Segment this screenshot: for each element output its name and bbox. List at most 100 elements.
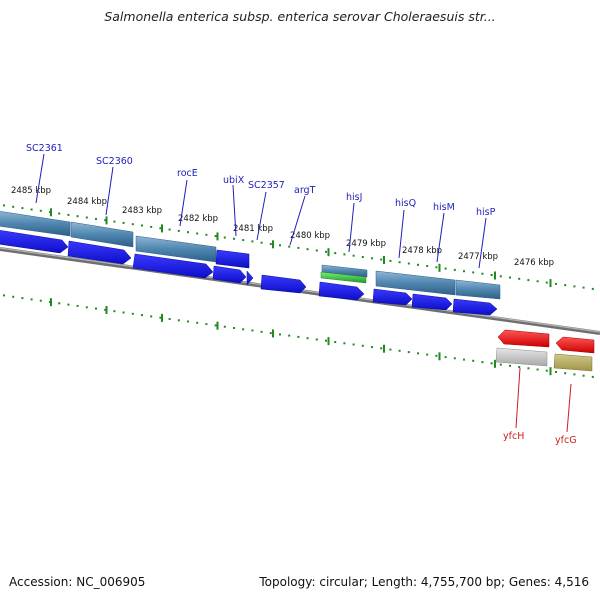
gene-label-rocE[interactable]: rocE <box>177 168 198 179</box>
outer-ruler-dot <box>279 244 281 247</box>
outer-ruler-dot <box>591 287 594 290</box>
inner-ruler-dot <box>104 308 107 311</box>
inner-ruler-dot <box>499 363 502 366</box>
feature-olive-yfcG[interactable] <box>553 353 593 372</box>
outer-ruler-dot <box>361 256 364 258</box>
inner-ruler-dot <box>334 341 337 343</box>
inner-ruler-tick <box>161 313 163 322</box>
outer-ruler-dot <box>518 277 521 280</box>
gene-leader-lines <box>35 153 572 433</box>
feature-steel-5[interactable] <box>455 279 501 300</box>
outer-ruler-tick <box>161 224 163 233</box>
inner-ruler-dot <box>242 328 245 331</box>
outer-ruler-dot <box>499 275 502 278</box>
inner-ruler-dot <box>30 298 33 301</box>
inner-ruler-dot <box>76 304 79 307</box>
inner-ruler-dot <box>251 329 254 332</box>
inner-ruler-dot <box>205 323 208 326</box>
scale-label: 2484 kbp <box>67 197 107 207</box>
gene-arrow-SC2360[interactable] <box>67 240 132 265</box>
inner-ruler-tick <box>105 306 108 314</box>
outer-ruler-dot <box>352 254 355 257</box>
reverse-gene-row <box>495 329 595 372</box>
gene-label-SC2357[interactable]: SC2357 <box>248 180 285 191</box>
gene-arrow-hisQ[interactable] <box>372 288 413 306</box>
inner-ruler-dot <box>490 362 493 365</box>
inner-ruler-dot <box>398 349 401 352</box>
inner-ruler-tick <box>327 337 330 346</box>
feature-grey-yfcH[interactable] <box>495 347 548 367</box>
gene-label-hisJ[interactable]: hisJ <box>346 192 362 203</box>
inner-ruler-dot <box>352 343 355 346</box>
inner-ruler-dot <box>159 316 162 319</box>
gene-label-SC2361[interactable]: SC2361 <box>26 143 63 154</box>
inner-ruler-dot <box>21 297 24 300</box>
inner-ruler-dot <box>407 351 410 354</box>
outer-ruler-dot <box>343 253 346 256</box>
outer-ruler-dot <box>58 212 61 215</box>
scale-label: 2476 kbp <box>514 258 554 268</box>
outer-ruler-dot <box>260 241 263 244</box>
inner-ruler-dot <box>177 319 180 322</box>
gene-label-yfcG[interactable]: yfcG <box>555 435 577 446</box>
outer-ruler-dot <box>297 246 300 249</box>
inner-ruler-dot <box>3 294 5 297</box>
gene-arrow-ubiX[interactable] <box>212 265 247 284</box>
outer-ruler-dot <box>214 235 217 238</box>
outer-ruler-dot <box>325 250 327 253</box>
outer-ruler-dot <box>113 220 116 223</box>
accession-text: Accession: NC_006905 <box>9 575 146 589</box>
inner-ruler-dot <box>67 303 70 306</box>
gene-arrow-SC2361[interactable] <box>0 230 69 254</box>
inner-ruler-dot <box>122 311 125 314</box>
outer-ruler-dot <box>371 257 373 260</box>
feature-steel-1[interactable] <box>0 211 71 237</box>
gene-arrow-rocE[interactable] <box>132 253 214 279</box>
feature-steel-4[interactable] <box>375 270 456 296</box>
gene-label-SC2360[interactable]: SC2360 <box>96 156 133 167</box>
inner-ruler-dot <box>297 335 300 338</box>
outer-ruler-dot <box>435 266 438 269</box>
inner-ruler-dot <box>573 373 576 376</box>
outer-ruler-dot <box>233 237 235 240</box>
gene-arrow-SC2357[interactable] <box>246 270 254 286</box>
gene-label-hisM[interactable]: hisM <box>433 202 455 213</box>
outer-ruler-dot <box>150 225 153 228</box>
inner-ruler-tick <box>494 359 496 368</box>
inner-ruler-dot <box>85 306 88 309</box>
gene-arrow-argT[interactable] <box>260 274 307 294</box>
feature-steel-hisJ[interactable] <box>321 264 368 278</box>
gene-label-ubiX[interactable]: ubiX <box>223 175 245 186</box>
inner-ruler-tick <box>50 298 52 307</box>
inner-ruler-dot <box>536 368 539 371</box>
inner-ruler-dot <box>196 321 199 324</box>
inner-ruler <box>3 294 594 378</box>
outer-ruler-dot <box>159 227 162 230</box>
inner-ruler-dot <box>463 358 465 361</box>
gene-arrow-hisJ[interactable] <box>318 281 365 301</box>
gene-label-hisP[interactable]: hisP <box>476 207 496 218</box>
inner-ruler-dot <box>380 347 383 350</box>
gene-label-argT[interactable]: argT <box>294 185 316 196</box>
gene-arrow-yfcG[interactable] <box>555 336 595 354</box>
outer-ruler-dot <box>417 263 419 266</box>
gene-arrow-hisM[interactable] <box>411 293 453 311</box>
gene-label-hisQ[interactable]: hisQ <box>395 198 416 209</box>
feature-steel-2[interactable] <box>70 221 134 248</box>
inner-ruler-dot <box>582 374 585 377</box>
gene-arrow-yfcH[interactable] <box>497 329 550 348</box>
steel-feature-row <box>0 211 501 300</box>
inner-ruler-dot <box>306 337 309 340</box>
outer-ruler <box>3 204 594 290</box>
outer-ruler-dot <box>196 232 199 235</box>
outer-ruler-dot <box>444 267 447 270</box>
inner-ruler-dot <box>260 330 263 333</box>
feature-rna-green[interactable] <box>320 271 367 284</box>
inner-ruler-dot <box>371 346 373 349</box>
gene-arrow-hisP[interactable] <box>452 298 498 316</box>
inner-ruler-dot <box>518 366 521 368</box>
gene-label-yfcH[interactable]: yfcH <box>503 431 524 442</box>
genome-summary-text: Topology: circular; Length: 4,755,700 bp… <box>259 575 589 589</box>
gene-box-rocE-end[interactable] <box>215 249 250 269</box>
